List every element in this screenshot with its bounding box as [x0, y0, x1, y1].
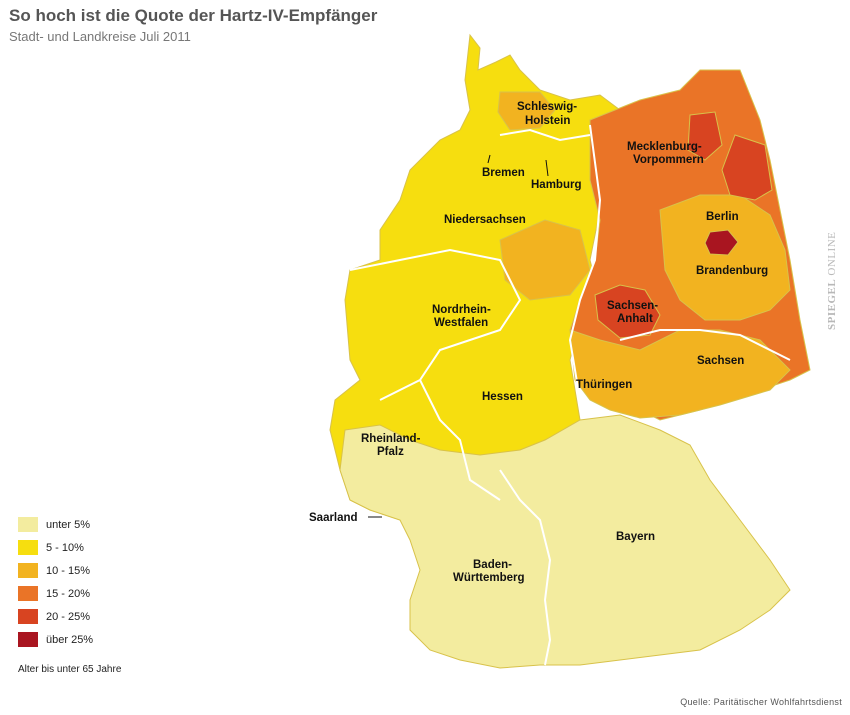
legend-item: 15 - 20% — [18, 582, 93, 605]
label-baden-2: Württemberg — [453, 572, 525, 584]
state-border-sachsen — [619, 329, 791, 361]
legend: unter 5% 5 - 10% 10 - 15% 15 - 20% 20 - 25% ü… — [18, 513, 93, 651]
legend-swatch — [18, 540, 38, 555]
label-nrw-1: Nordrhein- — [432, 304, 491, 316]
label-niedersachsen: Niedersachsen — [444, 214, 526, 226]
region-south — [339, 414, 791, 669]
legend-swatch — [18, 563, 38, 578]
region-berlin — [704, 229, 739, 256]
label-baden-1: Baden- — [473, 559, 512, 571]
legend-label: 20 - 25% — [46, 610, 91, 623]
state-border-hessen-south — [419, 379, 501, 501]
legend-swatch — [18, 586, 38, 601]
region-mecklenburg-center — [687, 111, 723, 161]
legend-item: 10 - 15% — [18, 559, 93, 582]
leader-line-hamburg — [545, 159, 549, 177]
region-sachsen-anhalt-core — [594, 284, 661, 339]
map-title: So hoch ist die Quote der Hartz-IV-Empfä… — [9, 6, 378, 25]
label-thueringen: Thüringen — [576, 379, 632, 391]
legend-label: 10 - 15% — [46, 564, 91, 577]
label-berlin: Berlin — [706, 211, 739, 223]
region-schleswig-holstein-south — [497, 91, 556, 131]
label-sachsen-anhalt-2: Anhalt — [617, 313, 653, 325]
label-saarland: Saarland — [309, 512, 358, 524]
label-hamburg: Hamburg — [531, 179, 581, 191]
legend-label: 15 - 20% — [46, 587, 91, 600]
label-schleswig-holstein-2: Holstein — [525, 115, 570, 127]
spiegel-online-logo: SPIEGEL ONLINE — [826, 232, 838, 330]
brand-rest: ONLINE — [826, 231, 838, 279]
legend-item: 5 - 10% — [18, 536, 93, 559]
legend-swatch — [18, 632, 38, 647]
state-border-nrw-hessen — [349, 248, 522, 401]
label-sachsen-anhalt-1: Sachsen- — [607, 300, 658, 312]
legend-label: über 25% — [46, 633, 94, 646]
region-sachsen-thueringen — [569, 329, 791, 419]
label-sachsen: Sachsen — [697, 355, 744, 367]
legend-item: 20 - 25% — [18, 605, 93, 628]
label-nrw-2: Westfalen — [434, 317, 488, 329]
label-schleswig-holstein-1: Schleswig- — [517, 101, 577, 113]
label-brandenburg: Brandenburg — [696, 265, 768, 277]
legend-note: Alter bis unter 65 Jahre — [18, 664, 122, 675]
label-bayern: Bayern — [616, 531, 655, 543]
label-mecklenburg-1: Mecklenburg- — [627, 141, 702, 153]
label-hessen: Hessen — [482, 391, 523, 403]
region-vorpommern — [721, 134, 773, 201]
state-border-elbe — [499, 128, 591, 142]
legend-label: 5 - 10% — [46, 541, 84, 554]
legend-swatch — [18, 517, 38, 532]
label-rheinland-pfalz-1: Rheinland- — [361, 433, 421, 445]
region-niedersachsen-central — [499, 219, 591, 301]
legend-item: über 25% — [18, 628, 93, 651]
legend-item: unter 5% — [18, 513, 93, 536]
map-subtitle: Stadt- und Landkreise Juli 2011 — [9, 29, 191, 44]
legend-swatch — [18, 609, 38, 624]
brand-bold: SPIEGEL — [826, 278, 838, 330]
legend-label: unter 5% — [46, 518, 91, 531]
state-border-east-west — [568, 124, 602, 411]
label-mecklenburg-2: Vorpommern — [633, 154, 704, 166]
label-bremen: Bremen — [482, 167, 525, 179]
leader-line-bremen — [487, 154, 491, 164]
state-border-bayern-bw — [499, 469, 552, 666]
label-rheinland-pfalz-2: Pfalz — [377, 446, 404, 458]
source-credit: Quelle: Paritätischer Wohlfahrtsdienst — [680, 697, 842, 707]
